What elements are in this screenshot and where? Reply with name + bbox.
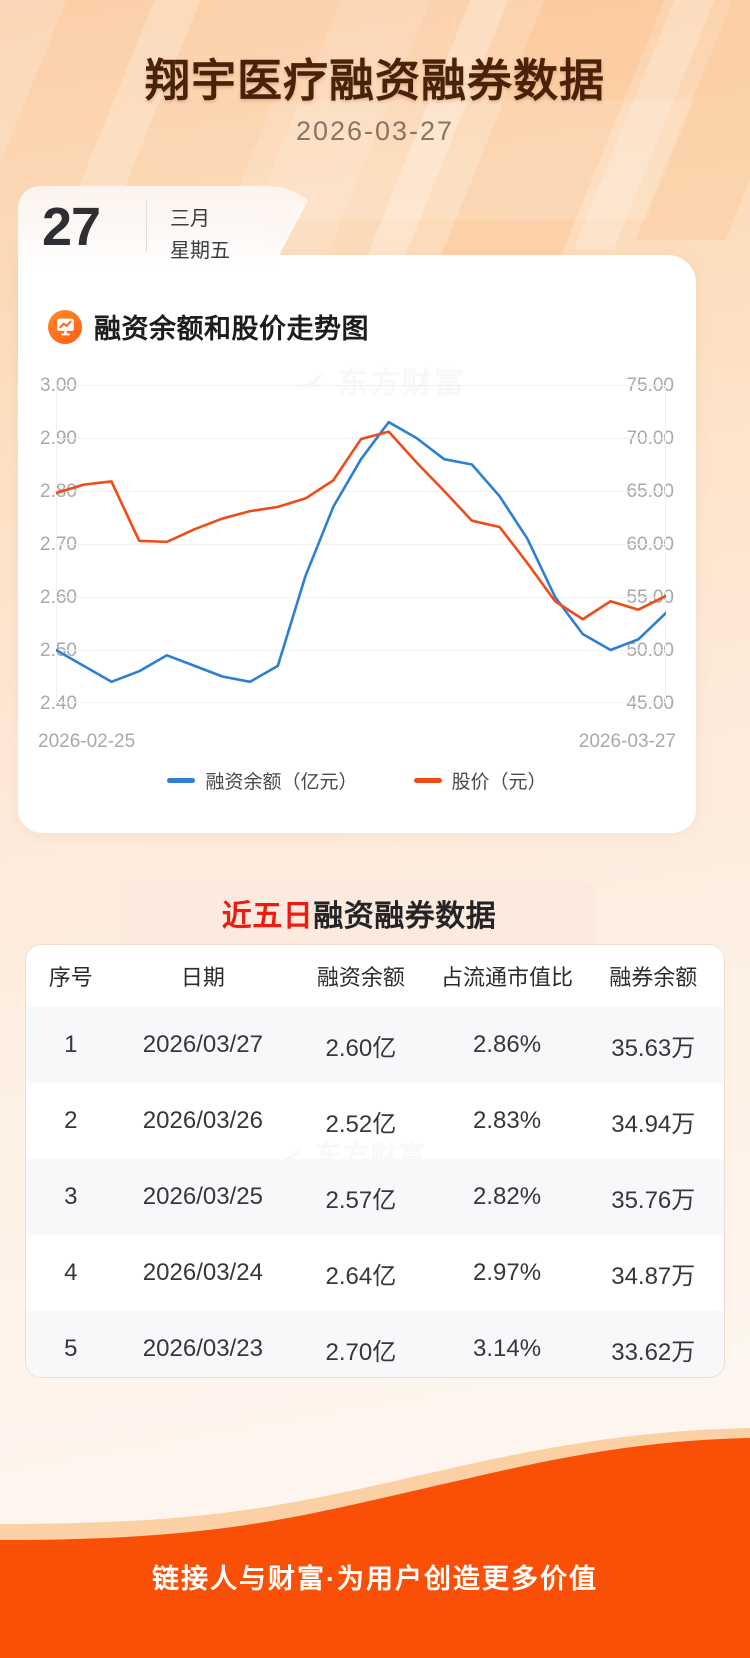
y-axis-tick-right-6: 45.00 bbox=[626, 693, 674, 714]
cell-ratio: 2.83% bbox=[473, 1107, 542, 1134]
cell-date: 2026/03/24 bbox=[142, 1259, 263, 1286]
chart-plot: 东方财富 3.00 2.90 2.80 2.70 2.60 2.50 2.40 … bbox=[18, 363, 696, 793]
page-header: 翔宇医疗融资融券数据 2026-03-27 bbox=[0, 0, 750, 185]
x-axis-end-label: 2026-03-27 bbox=[578, 731, 676, 752]
legend-swatch-financing bbox=[167, 778, 196, 783]
cell-ratio: 2.97% bbox=[473, 1259, 542, 1286]
financing-balance-line bbox=[56, 420, 666, 684]
table-header-index: 序号 bbox=[48, 965, 93, 990]
chart-legend: 融资余额（亿元） 股价（元） bbox=[18, 767, 696, 794]
table-title-banner: 近五日 融资融券数据 bbox=[121, 880, 597, 946]
footer-slogan: 链接人与财富·为用户创造更多价值 bbox=[152, 1564, 598, 1594]
cell-ratio: 2.86% bbox=[473, 1031, 542, 1058]
eastmoney-logo-icon bbox=[301, 370, 323, 389]
eastmoney-watermark: 东方财富 bbox=[298, 357, 558, 403]
table-header-securities: 融券余额 bbox=[609, 965, 698, 990]
monitor-trend-icon bbox=[48, 309, 82, 344]
plot-gridlines bbox=[56, 385, 666, 703]
page-footer: 链接人与财富·为用户创造更多价值 bbox=[0, 1428, 750, 1658]
cell-index: 5 bbox=[64, 1335, 78, 1362]
footer-wave-shape bbox=[0, 1428, 750, 1658]
date-divider bbox=[146, 200, 147, 252]
date-card: 27 三月 星期五 bbox=[18, 186, 268, 268]
y-axis-tick-left-6: 2.40 bbox=[40, 693, 77, 714]
chart-header: 融资余额和股价走势图 bbox=[48, 307, 369, 346]
legend-item-price: 股价（元） bbox=[413, 767, 547, 794]
table-header-financing: 融资余额 bbox=[316, 965, 405, 990]
cell-index: 3 bbox=[64, 1183, 78, 1210]
cell-financing: 2.57亿 bbox=[325, 1186, 397, 1214]
date-month: 三月 bbox=[170, 208, 210, 230]
cell-securities: 34.94万 bbox=[611, 1110, 696, 1138]
cell-date: 2026/03/27 bbox=[142, 1031, 263, 1058]
table-title-highlight: 近五日 bbox=[221, 900, 314, 933]
table-row[interactable]: 1 2026/03/27 2.60亿 2.86% 35.63万 bbox=[26, 1007, 724, 1083]
cell-index: 2 bbox=[64, 1107, 78, 1134]
cell-securities: 35.76万 bbox=[611, 1186, 696, 1214]
table-row[interactable]: 4 2026/03/24 2.64亿 2.97% 34.87万 bbox=[26, 1235, 724, 1311]
chart-card: 融资余额和股价走势图 东方财富 3.00 2.90 2.80 2.70 2.60… bbox=[18, 255, 696, 833]
table-header-date: 日期 bbox=[180, 965, 225, 990]
table-title-rest: 融资融券数据 bbox=[313, 900, 497, 933]
legend-item-financing: 融资余额（亿元） bbox=[167, 767, 358, 794]
x-axis-start-label: 2026-02-25 bbox=[38, 731, 136, 752]
cell-ratio: 2.82% bbox=[473, 1183, 542, 1210]
cell-financing: 2.52亿 bbox=[325, 1110, 397, 1138]
legend-label-financing: 融资余额（亿元） bbox=[205, 772, 358, 793]
table-row[interactable]: 2 2026/03/26 2.52亿 2.83% 34.94万 bbox=[26, 1083, 724, 1159]
legend-label-price: 股价（元） bbox=[451, 772, 547, 793]
cell-financing: 2.64亿 bbox=[325, 1262, 397, 1290]
eastmoney-logo-icon bbox=[284, 1144, 303, 1161]
cell-securities: 35.63万 bbox=[611, 1034, 696, 1062]
cell-financing: 2.60亿 bbox=[325, 1034, 397, 1062]
legend-swatch-price bbox=[413, 778, 442, 783]
cell-securities: 33.62万 bbox=[611, 1338, 696, 1366]
date-day: 27 bbox=[42, 197, 101, 257]
stock-price-line bbox=[56, 430, 666, 621]
chart-lines bbox=[56, 420, 666, 684]
table-row[interactable]: 5 2026/03/23 2.70亿 3.14% 33.62万 bbox=[26, 1311, 724, 1377]
watermark-text: 东方财富 bbox=[338, 367, 466, 400]
cell-index: 1 bbox=[64, 1031, 78, 1058]
table-header-ratio: 占流通市值比 bbox=[441, 965, 574, 990]
chart-title: 融资余额和股价走势图 bbox=[94, 314, 369, 344]
page-title: 翔宇医疗融资融券数据 bbox=[144, 55, 605, 106]
cell-date: 2026/03/25 bbox=[142, 1183, 263, 1210]
cell-financing: 2.70亿 bbox=[325, 1338, 397, 1366]
table-row[interactable]: 3 2026/03/25 2.57亿 2.82% 35.76万 bbox=[26, 1159, 724, 1235]
cell-securities: 34.87万 bbox=[611, 1262, 696, 1290]
cell-ratio: 3.14% bbox=[473, 1335, 542, 1362]
header-date: 2026-03-27 bbox=[295, 116, 455, 146]
data-table: 东方财富 序号 日期 融资余额 占流通市值比 融券余额 1 2026/03/27… bbox=[25, 944, 725, 1378]
cell-date: 2026/03/23 bbox=[142, 1335, 263, 1362]
date-weekday: 星期五 bbox=[170, 240, 230, 262]
cell-date: 2026/03/26 bbox=[142, 1107, 263, 1134]
table-header-row: 序号 日期 融资余额 占流通市值比 融券余额 bbox=[26, 945, 724, 1007]
cell-index: 4 bbox=[64, 1259, 78, 1286]
